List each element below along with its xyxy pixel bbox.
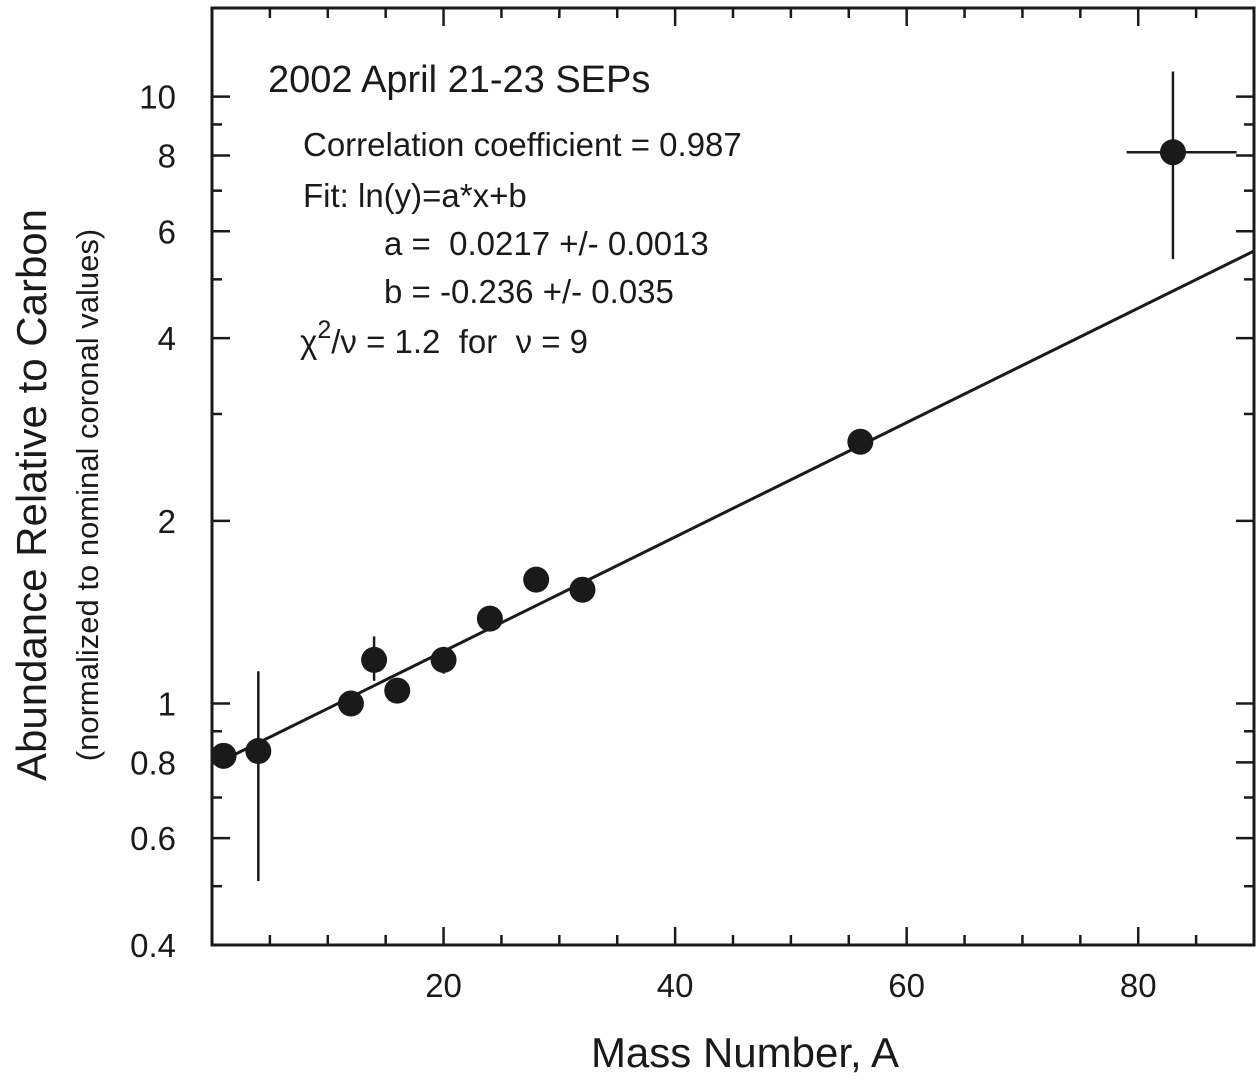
fit-param-b-annotation: b = -0.236 +/- 0.035 <box>384 273 674 310</box>
data-point <box>361 646 388 673</box>
data-point <box>569 576 596 603</box>
data-point <box>847 428 874 455</box>
data-point <box>476 605 503 632</box>
y-axis-label: Abundance Relative to Carbon <box>8 209 55 781</box>
data-point-group <box>210 742 237 769</box>
x-tick-label: 60 <box>888 967 925 1004</box>
fit-formula-annotation: Fit: ln(y)=a*x+b <box>303 177 527 214</box>
y-tick-label: 2 <box>158 503 176 540</box>
x-axis-label: Mass Number, A <box>591 1029 899 1076</box>
data-point-group <box>337 690 364 717</box>
x-tick-label: 40 <box>657 967 694 1004</box>
chi-rest: /ν = 1.2 for ν = 9 <box>331 323 588 360</box>
data-point <box>384 677 411 704</box>
data-point-group <box>384 677 411 704</box>
chi-symbol: χ <box>300 323 317 360</box>
data-point-group <box>523 566 550 593</box>
data-point-group <box>569 576 596 603</box>
data-points <box>210 71 1237 881</box>
chi-square-annotation: χ2/ν = 1.2 for ν = 9 <box>300 316 588 360</box>
fit-param-a-annotation: a = 0.0217 +/- 0.0013 <box>384 225 709 262</box>
data-point <box>1159 139 1186 166</box>
x-tick-label: 80 <box>1120 967 1157 1004</box>
y-tick-label: 10 <box>139 79 176 116</box>
chart-title: 2002 April 21-23 SEPs <box>268 59 650 101</box>
fit-line <box>222 249 1255 762</box>
data-point <box>337 690 364 717</box>
y-tick-label: 0.4 <box>130 927 176 964</box>
correlation-annotation: Correlation coefficient = 0.987 <box>303 126 742 163</box>
y-tick-label: 0.6 <box>130 820 176 857</box>
data-point-group <box>245 671 272 881</box>
y-tick-label: 1 <box>158 686 176 723</box>
y-tick-label: 6 <box>158 213 176 250</box>
y-tick-label: 8 <box>158 137 176 174</box>
y-axis-sublabel: (normalized to nominal coronal values) <box>70 229 105 761</box>
fit-line-group <box>222 249 1255 762</box>
data-point-group <box>361 636 388 681</box>
data-point-group <box>1126 71 1237 260</box>
data-point <box>245 738 272 765</box>
data-point-group <box>847 428 874 455</box>
axis-ticks: 20 40 60 80 0.4 0.6 0.8 1 2 4 6 8 10 <box>130 8 1254 1004</box>
data-point-group <box>430 646 457 674</box>
y-tick-label: 0.8 <box>130 744 176 781</box>
y-tick-label: 4 <box>158 320 176 357</box>
x-tick-label: 20 <box>425 967 462 1004</box>
data-point-group <box>476 605 503 632</box>
chi-exponent: 2 <box>317 316 331 344</box>
data-point <box>523 566 550 593</box>
data-point <box>210 742 237 769</box>
data-point <box>430 646 457 673</box>
